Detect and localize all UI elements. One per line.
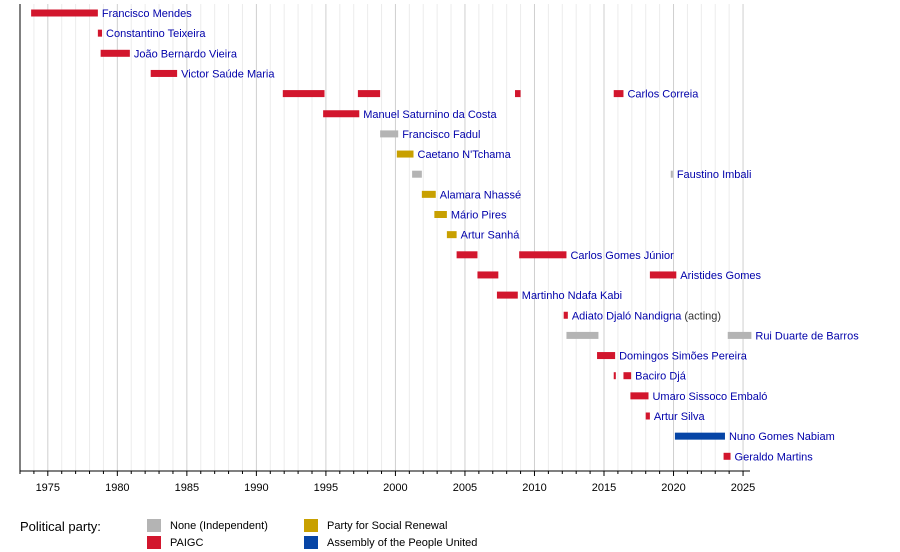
x-tick-label: 2010	[522, 482, 546, 494]
x-tick-label: 2020	[661, 482, 685, 494]
legend-label-paigc: PAIGC	[170, 536, 204, 549]
leader-name-label: Umaro Sissoco Embaló	[652, 391, 767, 403]
term-bar	[396, 150, 414, 158]
term-bar	[727, 331, 752, 339]
leader-name-label: Carlos Correia	[627, 89, 699, 101]
legend-swatch-paigc	[147, 536, 161, 549]
x-tick-label: 2000	[383, 482, 407, 494]
x-tick-label: 2005	[453, 482, 477, 494]
term-bar	[613, 372, 616, 380]
term-bar	[723, 452, 731, 460]
leader-name-label: Faustino Imbali	[677, 169, 752, 181]
leader-name-label: Baciro Djá	[635, 371, 687, 383]
leader-name-label: Adiato Djaló Nandigna (acting)	[572, 310, 721, 322]
term-bar	[456, 251, 478, 259]
x-tick-label: 2025	[731, 482, 755, 494]
term-bar	[100, 49, 130, 57]
term-bar	[380, 130, 399, 138]
term-bar	[477, 271, 499, 279]
leader-name-label: Caetano N'Tchama	[418, 149, 512, 161]
x-tick-label: 1975	[36, 482, 60, 494]
term-bar	[649, 271, 677, 279]
leader-name-label: Artur Silva	[654, 411, 706, 423]
x-tick-label: 2015	[592, 482, 616, 494]
leader-name-label: Constantino Teixeira	[106, 28, 206, 40]
term-bar	[670, 170, 673, 178]
legend-swatch-apu	[304, 536, 318, 549]
term-bar	[446, 231, 457, 239]
leader-name-label: Artur Sanhá	[461, 230, 521, 242]
legend-item-paigc: PAIGC	[147, 536, 203, 549]
grid-lines	[19, 4, 744, 471]
legend-item-prs: Party for Social Renewal	[304, 519, 447, 532]
leader-name-label: João Bernardo Vieira	[134, 48, 238, 60]
legend-label-apu: Assembly of the People United	[327, 536, 478, 549]
term-bar	[282, 90, 325, 98]
leader-name-label: Francisco Mendes	[102, 8, 192, 20]
term-bar	[323, 110, 360, 118]
leader-name-label: Carlos Gomes Júnior	[570, 250, 674, 262]
term-bar	[623, 372, 632, 380]
legend: Political party: None (Independent) PAIG…	[0, 513, 900, 552]
legend-swatch-prs	[304, 519, 318, 532]
x-tick-label: 1990	[244, 482, 268, 494]
timeline-chart: Francisco Mendes Constantino Teixeira João…	[19, 4, 859, 494]
term-bar	[31, 9, 98, 17]
term-bar	[613, 90, 624, 98]
term-bar	[597, 352, 616, 360]
legend-label-none: None (Independent)	[170, 519, 268, 532]
leader-name-label: Manuel Saturnino da Costa	[363, 109, 497, 121]
leader-name-label: Alamara Nhassé	[440, 189, 521, 201]
term-bar	[357, 90, 381, 98]
term-bar	[412, 170, 422, 178]
term-bar	[97, 29, 103, 37]
x-tick-label: 1985	[175, 482, 199, 494]
term-bar	[496, 291, 518, 299]
x-tick-label: 1995	[314, 482, 338, 494]
leader-name-label: Domingos Simões Pereira	[619, 351, 748, 363]
leader-name-label: Martinho Ndafa Kabi	[522, 290, 622, 302]
legend-swatch-none	[147, 519, 161, 532]
term-bar	[150, 69, 178, 77]
leader-name-label: Rui Duarte de Barros	[755, 330, 859, 342]
term-bar	[434, 211, 447, 218]
leader-name-label: Nuno Gomes Nabiam	[729, 431, 835, 443]
name-labels: Francisco Mendes Constantino Teixeira João…	[102, 8, 859, 463]
leader-name-label: Francisco Fadul	[402, 129, 480, 141]
x-axis: 1975 1980 1985 1990 1995 2000 2005 2010 2015 2020…	[19, 4, 755, 494]
leader-name-label: Geraldo Martins	[735, 451, 814, 463]
term-bar	[674, 432, 725, 440]
leader-name-label: Aristides Gomes	[680, 270, 761, 282]
x-tick-label: 1980	[105, 482, 129, 494]
term-bar	[630, 392, 649, 400]
term-bar	[645, 412, 650, 420]
term-bar	[566, 331, 599, 339]
leader-name-label: Victor Saúde Maria	[181, 68, 275, 80]
legend-title: Political party:	[20, 519, 101, 534]
term-bar	[563, 311, 568, 319]
term-bar	[421, 190, 436, 198]
legend-item-apu: Assembly of the People United	[304, 536, 477, 549]
term-bar	[515, 90, 521, 98]
leader-name-label: Mário Pires	[451, 210, 507, 222]
term-bars	[31, 9, 752, 460]
legend-item-none: None (Independent)	[147, 519, 268, 532]
term-bar	[519, 251, 567, 259]
legend-label-prs: Party for Social Renewal	[327, 519, 448, 532]
